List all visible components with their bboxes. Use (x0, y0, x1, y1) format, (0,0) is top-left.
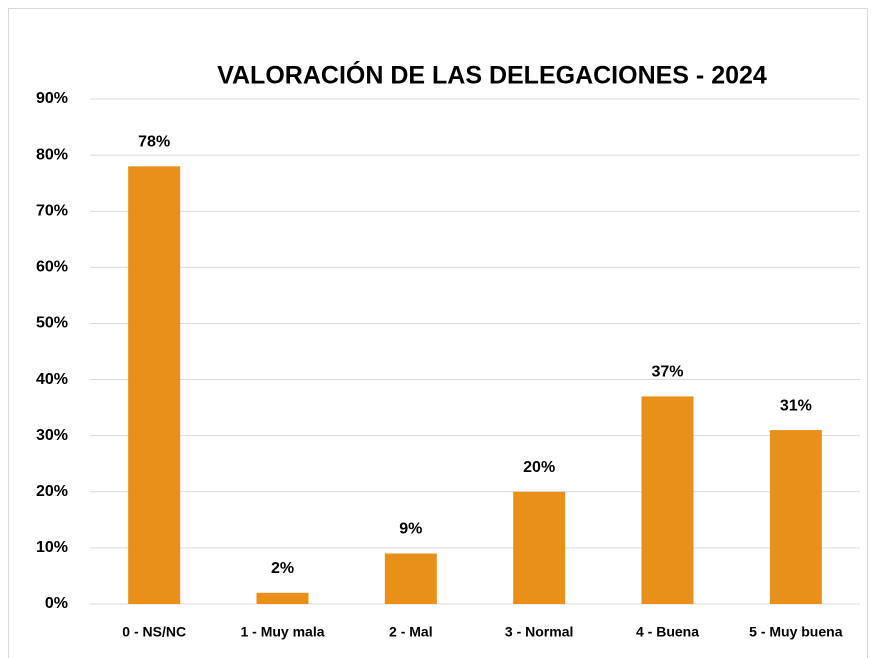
y-tick-label: 70% (36, 202, 68, 219)
bar (256, 592, 309, 604)
y-tick-label: 50% (36, 315, 68, 332)
x-tick-label: 3 - Normal (505, 624, 573, 640)
bar (513, 491, 566, 604)
bar (128, 166, 181, 605)
data-label: 31% (780, 397, 812, 414)
x-tick-label: 5 - Muy buena (749, 624, 843, 640)
x-tick-label: 2 - Mal (389, 624, 433, 640)
bar (384, 553, 437, 604)
chart-border (8, 8, 868, 658)
data-label: 78% (138, 134, 170, 151)
bar (769, 430, 822, 604)
data-label: 37% (651, 364, 683, 381)
y-tick-label: 60% (36, 259, 68, 276)
y-tick-label: 80% (36, 146, 68, 163)
bar (641, 396, 694, 604)
data-label: 2% (271, 560, 294, 577)
y-tick-label: 40% (36, 371, 68, 388)
x-tick-label: 4 - Buena (636, 624, 699, 640)
data-label: 9% (399, 521, 422, 538)
data-label: 20% (523, 459, 555, 476)
chart-title: VALORACIÓN DE LAS DELEGACIONES - 2024 (217, 60, 767, 90)
y-tick-label: 30% (36, 427, 68, 444)
x-tick-label: 0 - NS/NC (122, 624, 186, 640)
y-tick-label: 90% (36, 90, 68, 107)
x-tick-label: 1 - Muy mala (240, 624, 324, 640)
y-tick-label: 20% (36, 483, 68, 500)
y-tick-label: 0% (45, 595, 68, 612)
y-tick-label: 10% (36, 539, 68, 556)
